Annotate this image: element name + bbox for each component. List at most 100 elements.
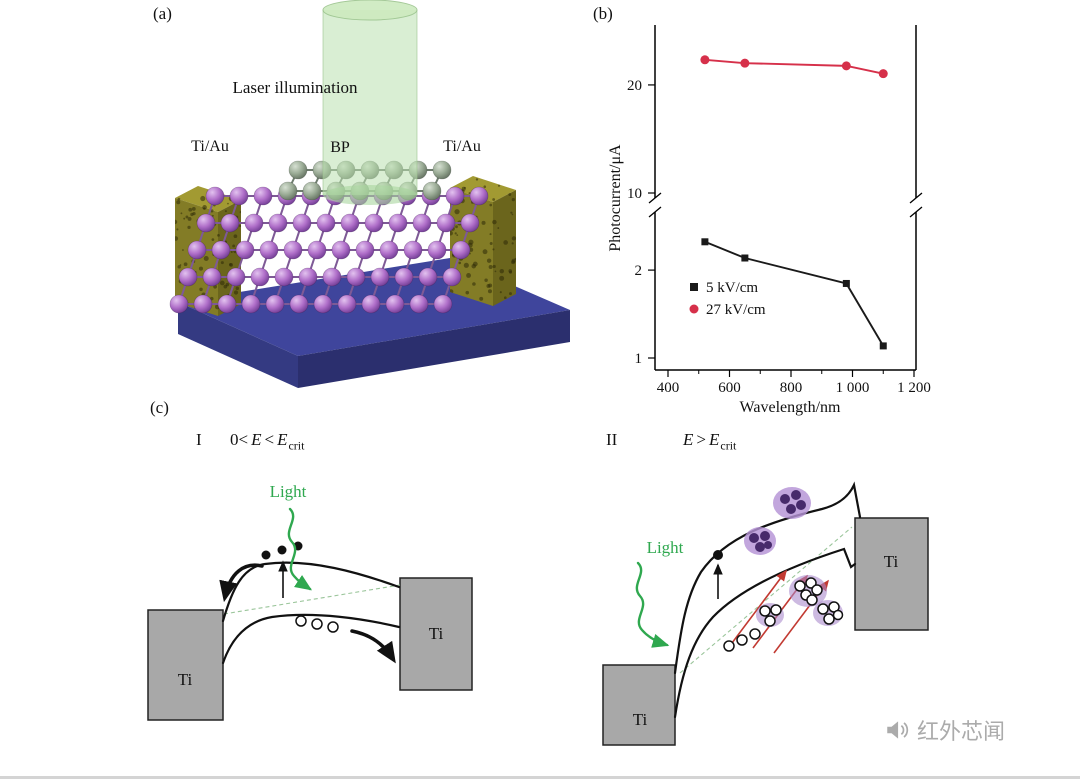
cond2-E1: E bbox=[683, 430, 694, 449]
region-2-numeral: II bbox=[606, 430, 618, 449]
y-axis-title: Photocurrent/μA bbox=[607, 144, 624, 252]
speckle bbox=[488, 265, 493, 269]
bp-atom-purple bbox=[193, 294, 213, 314]
light-label-1: Light bbox=[270, 482, 307, 501]
speckle bbox=[224, 210, 227, 213]
speckle bbox=[211, 214, 214, 217]
ti-contact-left-1 bbox=[147, 609, 224, 721]
bp-atom-purple bbox=[418, 267, 438, 287]
bp-atom-purple bbox=[274, 267, 294, 287]
bp-atom-purple bbox=[283, 240, 303, 260]
speckle bbox=[458, 261, 462, 265]
ti-contact-right-2 bbox=[854, 517, 929, 631]
speckle bbox=[203, 256, 209, 261]
panel-a-label: (a) bbox=[153, 4, 172, 23]
speckle bbox=[209, 296, 214, 301]
hole-dot bbox=[749, 628, 761, 640]
bp-atom-purple bbox=[241, 294, 261, 314]
speckle bbox=[232, 244, 236, 248]
speckle bbox=[182, 249, 184, 251]
bp-atom-purple bbox=[385, 294, 405, 314]
hole-dot bbox=[295, 615, 307, 627]
speckle bbox=[509, 292, 512, 296]
speckle bbox=[489, 203, 493, 207]
speckle bbox=[474, 176, 478, 177]
watermark: 红外芯闻 bbox=[884, 714, 1005, 746]
speckle bbox=[482, 249, 488, 255]
speckle bbox=[463, 262, 469, 268]
speckle bbox=[239, 210, 241, 214]
data-point-circle bbox=[700, 55, 710, 65]
speckle bbox=[200, 195, 206, 202]
ti-contact-left-2 bbox=[602, 664, 676, 746]
speckle bbox=[468, 239, 474, 245]
bp-atom-purple bbox=[250, 267, 270, 287]
speckle bbox=[492, 264, 496, 269]
electron-dot bbox=[277, 545, 287, 555]
light-wave-arrow-1 bbox=[287, 507, 312, 591]
cond1-lt: < bbox=[264, 430, 275, 449]
bp-atom-purple bbox=[322, 267, 342, 287]
bp-atom-purple bbox=[229, 186, 249, 206]
speckle bbox=[183, 262, 188, 267]
condition-1: 0< E < Ecrit bbox=[228, 430, 304, 453]
bp-atom-purple bbox=[412, 213, 432, 233]
speckle bbox=[450, 176, 453, 181]
x-tick-label: 1 200 bbox=[897, 380, 931, 396]
conduction-band-1 bbox=[221, 561, 401, 623]
data-point-square bbox=[701, 238, 709, 246]
laser-beam bbox=[322, 0, 418, 205]
bp-atom-gray bbox=[288, 160, 308, 180]
hole-dot bbox=[723, 640, 735, 652]
bp-atom-purple bbox=[427, 240, 447, 260]
speckle bbox=[468, 192, 471, 195]
ti-label-left-1: Ti bbox=[178, 670, 193, 689]
speckle bbox=[451, 176, 455, 180]
speckle bbox=[175, 191, 180, 196]
speckle bbox=[497, 227, 500, 229]
data-point-square bbox=[741, 254, 749, 262]
bp-atom-purple bbox=[292, 213, 312, 233]
speckle bbox=[487, 289, 492, 294]
axis-break-mark bbox=[909, 192, 923, 204]
speckle bbox=[472, 282, 476, 286]
axis-break-mark bbox=[909, 206, 923, 218]
bp-atom-purple bbox=[226, 267, 246, 287]
bp-atom-purple bbox=[469, 186, 489, 206]
bp-atom-gray bbox=[302, 181, 322, 201]
bp-atom-purple bbox=[436, 213, 456, 233]
legend-marker bbox=[690, 283, 698, 291]
light-label-2: Light bbox=[647, 538, 684, 557]
band-diagram-1: Ti Ti Light bbox=[147, 482, 473, 721]
speckle bbox=[219, 280, 225, 286]
speckle bbox=[230, 250, 233, 254]
speckle bbox=[198, 266, 203, 271]
speckle bbox=[188, 207, 193, 212]
legend-label: 5 kV/cm bbox=[706, 280, 758, 296]
speckle bbox=[203, 207, 206, 210]
bp-atom-purple bbox=[346, 267, 366, 287]
electron-dot bbox=[713, 550, 723, 560]
bp-atom-purple bbox=[307, 240, 327, 260]
speckle bbox=[489, 233, 492, 236]
bp-atom-gray bbox=[278, 181, 298, 201]
speckle bbox=[511, 260, 516, 265]
bp-atom-purple bbox=[442, 267, 462, 287]
speckle bbox=[187, 216, 192, 221]
speckle bbox=[511, 198, 515, 202]
tiau-left-label: Ti/Au bbox=[191, 138, 229, 155]
data-point-circle bbox=[878, 69, 888, 79]
speckle bbox=[235, 286, 240, 291]
bp-atom-purple bbox=[178, 267, 198, 287]
speckle bbox=[492, 248, 495, 251]
light-wave-arrow-2 bbox=[635, 561, 670, 648]
speckle bbox=[175, 219, 178, 225]
x-axis-title: Wavelength/nm bbox=[740, 399, 841, 416]
speckle bbox=[511, 213, 514, 216]
bp-atom-purple bbox=[253, 186, 273, 206]
bp-atom-purple bbox=[298, 267, 318, 287]
cond1-E1: E bbox=[251, 430, 262, 449]
cond2-E2: E bbox=[708, 430, 720, 449]
y-tick-label: 20 bbox=[627, 78, 642, 94]
speckle bbox=[499, 291, 502, 294]
